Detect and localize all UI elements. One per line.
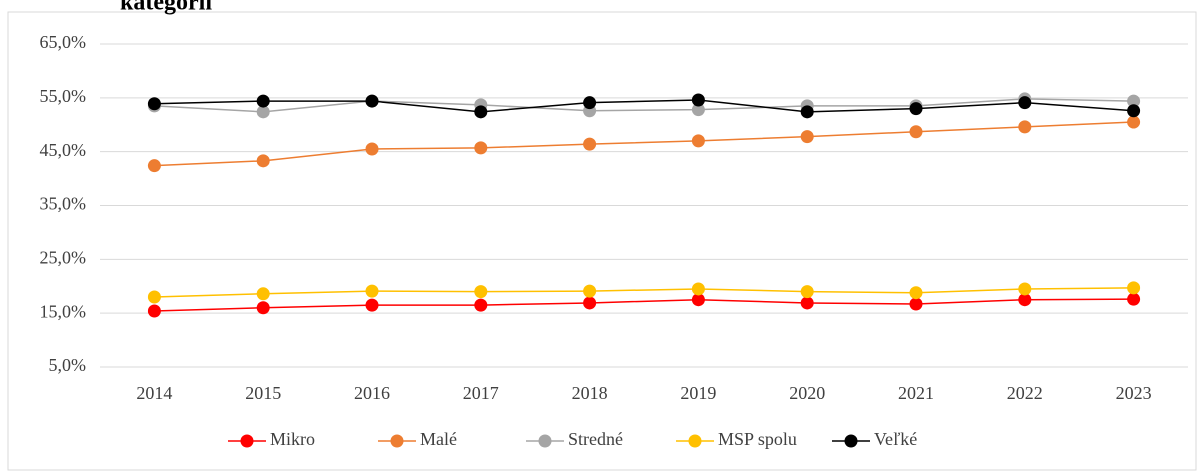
y-tick-label: 5,0% (49, 355, 87, 375)
point (691, 282, 705, 296)
point (1127, 94, 1141, 108)
point (583, 96, 597, 110)
point (474, 105, 488, 119)
point (365, 284, 379, 298)
point (365, 142, 379, 156)
point (256, 105, 270, 119)
point (800, 296, 814, 310)
point (909, 297, 923, 311)
legend-marker (844, 434, 858, 448)
point (1127, 115, 1141, 129)
point (583, 296, 597, 310)
point (1018, 293, 1032, 307)
x-tick-label: 2019 (680, 383, 716, 403)
x-tick-label: 2017 (463, 383, 499, 403)
point (474, 298, 488, 312)
y-tick-label: 25,0% (40, 247, 87, 267)
x-tick-label: 2022 (1007, 383, 1043, 403)
legend-marker (240, 434, 254, 448)
y-tick-label: 65,0% (40, 32, 87, 52)
point (1018, 96, 1032, 110)
point (909, 286, 923, 300)
point (474, 285, 488, 299)
x-tick-label: 2015 (245, 383, 281, 403)
legend-label: Stredné (568, 429, 623, 449)
x-tick-label: 2023 (1116, 383, 1152, 403)
chart-title: kategorii (120, 0, 212, 16)
series-line (154, 98, 1134, 113)
point (583, 284, 597, 298)
series-line (154, 99, 1134, 113)
x-tick-label: 2014 (136, 383, 172, 403)
point (256, 154, 270, 168)
point (256, 287, 270, 301)
point (1018, 120, 1032, 134)
legend-label: Veľké (874, 429, 917, 449)
point (691, 293, 705, 307)
point (256, 94, 270, 108)
y-tick-label: 15,0% (40, 301, 87, 321)
legend-label: Malé (420, 429, 457, 449)
legend-label: MSP spolu (718, 429, 797, 449)
legend-label: Mikro (270, 429, 315, 449)
point (909, 102, 923, 116)
point (147, 290, 161, 304)
point (147, 304, 161, 318)
legend-marker (538, 434, 552, 448)
point (583, 137, 597, 151)
point (800, 130, 814, 144)
point (691, 134, 705, 148)
point (474, 141, 488, 155)
point (909, 125, 923, 139)
series-line (154, 287, 1134, 298)
point (147, 97, 161, 111)
chart-frame (7, 11, 1197, 471)
x-tick-label: 2020 (789, 383, 825, 403)
legend-marker (390, 434, 404, 448)
point (1127, 104, 1141, 118)
point (256, 301, 270, 315)
point (1127, 281, 1141, 295)
point (691, 93, 705, 107)
y-tick-label: 45,0% (40, 140, 87, 160)
point (365, 94, 379, 108)
point (800, 105, 814, 119)
y-tick-label: 35,0% (40, 194, 87, 214)
x-tick-label: 2016 (354, 383, 390, 403)
x-tick-label: 2021 (898, 383, 934, 403)
point (1018, 282, 1032, 296)
point (800, 285, 814, 299)
legend-marker (688, 434, 702, 448)
x-tick-label: 2018 (572, 383, 608, 403)
point (147, 159, 161, 173)
point (691, 103, 705, 117)
series-line (154, 298, 1134, 312)
series-line (154, 121, 1134, 167)
point (1127, 292, 1141, 306)
y-tick-label: 55,0% (40, 86, 87, 106)
point (365, 298, 379, 312)
